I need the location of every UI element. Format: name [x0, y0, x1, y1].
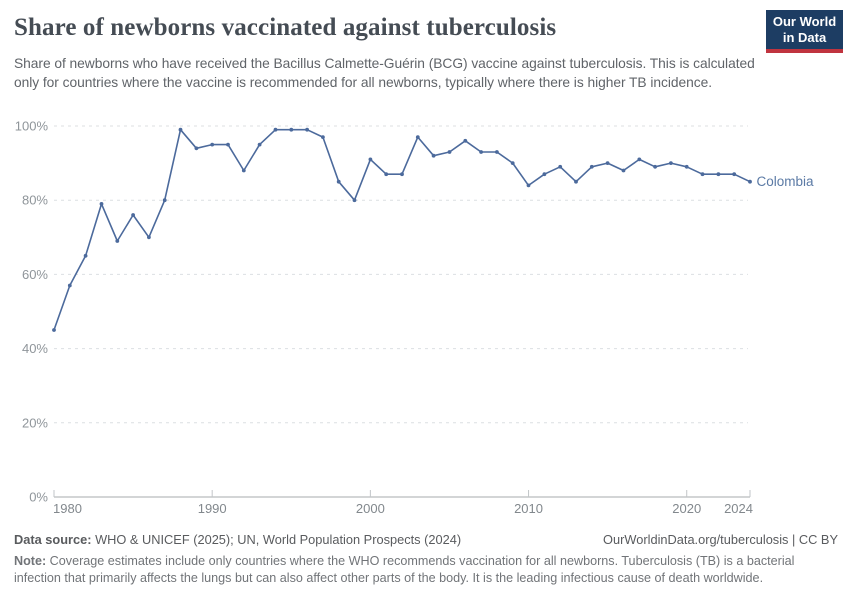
owid-logo-red-bar	[766, 49, 843, 53]
svg-text:2000: 2000	[356, 501, 385, 516]
series-end-label[interactable]: Colombia	[757, 174, 815, 189]
page-title: Share of newborns vaccinated against tub…	[14, 14, 557, 41]
note-label: Note:	[14, 554, 47, 568]
chart-subtitle: Share of newborns who have received the …	[14, 56, 755, 90]
data-source-label: Data source:	[14, 532, 92, 547]
owid-logo[interactable]: Our World in Data	[766, 10, 843, 53]
svg-text:0%: 0%	[29, 490, 48, 505]
data-points-colombia[interactable]	[52, 127, 752, 332]
x-axis-ticks	[53, 490, 751, 497]
svg-text:40%: 40%	[22, 341, 48, 356]
chart-note: Note: Coverage estimates include only co…	[14, 553, 832, 586]
svg-text:2010: 2010	[514, 501, 543, 516]
y-axis-labels: 0% 20% 40% 60% 80% 100%	[15, 119, 49, 505]
svg-text:2020: 2020	[672, 501, 701, 516]
svg-text:100%: 100%	[15, 119, 49, 134]
x-axis-labels: 1980 1990 2000 2010 2020 2024	[53, 501, 753, 516]
owid-license-link[interactable]: OurWorldinData.org/tuberculosis | CC BY	[603, 532, 838, 547]
svg-text:20%: 20%	[22, 415, 48, 430]
svg-text:2024: 2024	[724, 501, 753, 516]
svg-text:80%: 80%	[22, 193, 48, 208]
svg-text:60%: 60%	[22, 267, 48, 282]
owid-logo-text: Our World in Data	[766, 10, 843, 49]
data-line-colombia[interactable]	[53, 128, 751, 331]
note-text: Coverage estimates include only countrie…	[14, 554, 795, 585]
svg-text:1990: 1990	[198, 501, 227, 516]
chart-canvas[interactable]: 0% 20% 40% 60% 80% 100% 1980 1990 2000 2010 2020 20…	[0, 0, 850, 525]
y-gridlines	[54, 125, 750, 498]
data-source-text: WHO & UNICEF (2025); UN, World Populatio…	[91, 532, 462, 547]
svg-text:1980: 1980	[53, 501, 82, 516]
data-source-line: Data source: WHO & UNICEF (2025); UN, Wo…	[14, 532, 461, 548]
